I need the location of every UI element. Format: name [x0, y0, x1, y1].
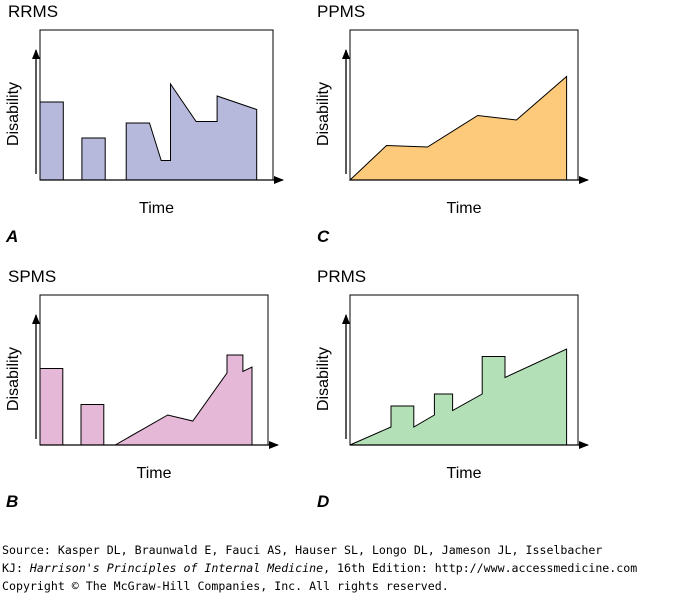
source-citation: Source: Kasper DL, Braunwald E, Fauci AS… [2, 541, 684, 595]
ms-course-figure: RRMS Time Disability A PPMS Time Disability C SP… [5, 2, 589, 511]
panel-title: PRMS [317, 267, 366, 286]
source-line-2-suffix: , 16th Edition: http://www.accessmedicin… [323, 561, 638, 575]
copyright-line: Copyright © The McGraw-Hill Companies, I… [2, 579, 449, 593]
panel-letter: D [317, 492, 329, 511]
x-axis-label: Time [447, 200, 482, 217]
panel-letter: B [6, 492, 18, 511]
source-line-2: KJ: Harrison's Principles of Internal Me… [2, 559, 684, 577]
y-axis-label: Disability [5, 82, 22, 146]
panel-spms: SPMS Time Disability B [5, 267, 279, 511]
disability-area [349, 348, 568, 446]
panel-title: PPMS [317, 2, 365, 21]
source-line-2-prefix: KJ: [2, 561, 30, 575]
panel-title: RRMS [8, 2, 58, 21]
panel-ppms: PPMS Time Disability C [315, 2, 589, 246]
panel-letter: A [5, 227, 18, 246]
disability-area [39, 354, 253, 446]
x-axis-label: Time [137, 465, 172, 482]
disability-area [348, 75, 568, 181]
panel-prms: PRMS Time Disability D [315, 267, 589, 511]
y-axis-label: Disability [5, 347, 22, 411]
y-axis-label: Disability [315, 82, 332, 146]
source-line-1: Source: Kasper DL, Braunwald E, Fauci AS… [2, 543, 603, 557]
panel-letter: C [317, 227, 330, 246]
panel-title: SPMS [8, 267, 56, 286]
x-axis-label: Time [447, 465, 482, 482]
y-axis-label: Disability [315, 347, 332, 411]
x-axis-label: Time [139, 200, 174, 217]
book-title: Harrison's Principles of Internal Medici… [29, 561, 324, 575]
panel-rrms: RRMS Time Disability A [5, 2, 284, 246]
